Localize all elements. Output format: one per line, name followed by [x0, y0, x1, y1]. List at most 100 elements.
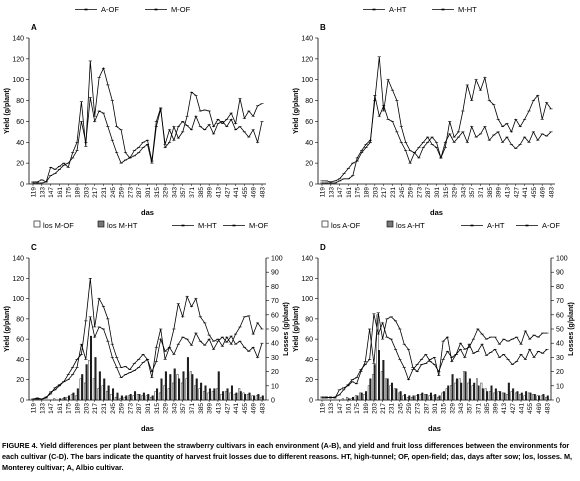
bar-los-m-of	[123, 396, 126, 401]
x-tick-label: 119	[320, 403, 327, 414]
x-tick-label: 357	[469, 187, 476, 198]
x-tick-label: 259	[119, 187, 126, 198]
y-tick-label: 140	[301, 256, 313, 263]
x-tick-label: 119	[320, 187, 327, 198]
bar-los-a-of	[497, 391, 500, 401]
bar-los-m-of	[75, 395, 78, 401]
legend-label: A-HT	[389, 5, 407, 14]
x-tick-label: 231	[389, 403, 396, 414]
x-tick-label: 203	[371, 403, 378, 414]
bar-los-m-ht	[76, 388, 79, 401]
y-axis-label-right: Losses (g/plant)	[283, 302, 290, 356]
bar-los-m-of	[101, 385, 104, 401]
bar-los-a-ht	[486, 391, 489, 401]
x-tick-label: 357	[180, 187, 187, 198]
bar-los-a-of	[523, 395, 526, 401]
y-tick-label-right: 20	[271, 369, 279, 376]
x-tick-label: 287	[136, 403, 143, 414]
y-tick-label-right: 80	[271, 284, 279, 291]
y-tick-label-right: 40	[271, 341, 279, 348]
legend: los A-OF los A-HT A-HT A-OF	[321, 220, 560, 230]
bar-los-m-of	[176, 374, 179, 401]
bar-los-m-ht	[164, 371, 167, 401]
bar-los-a-ht	[408, 395, 411, 401]
bar-los-m-ht	[107, 385, 110, 401]
bar-los-m-ht	[116, 392, 119, 401]
y-tick-label: 60	[16, 119, 24, 126]
caption-text: FIGURE 4. Yield differences per plant be…	[2, 441, 573, 472]
bar-los-m-of	[255, 395, 258, 401]
x-tick-label: 189	[364, 187, 371, 198]
bar-los-m-of	[251, 395, 254, 401]
x-tick-label: 287	[136, 187, 143, 198]
x-tick-label: 371	[189, 403, 196, 414]
y-tick-label-right: 20	[556, 369, 564, 376]
bar-los-m-of	[224, 391, 227, 401]
bar-los-a-of	[501, 392, 504, 401]
x-tick-label: 399	[496, 187, 503, 198]
bar-los-m-ht	[81, 374, 84, 401]
x-axis-label: das	[141, 424, 154, 433]
bar-los-a-ht	[464, 371, 467, 401]
bar-los-a-of	[510, 391, 513, 401]
bar-los-m-of	[158, 392, 161, 401]
bar-los-m-ht	[217, 371, 220, 401]
x-tick-label: 245	[110, 187, 117, 198]
bar-los-a-ht	[473, 382, 476, 401]
x-axis-label: das	[141, 208, 154, 217]
x-tick-label: 133	[39, 403, 46, 414]
bar-los-m-ht	[85, 364, 88, 401]
legend-label: los A-OF	[331, 221, 361, 230]
bar-los-m-of	[145, 395, 148, 401]
x-tick-label: 217	[380, 403, 387, 414]
bar-los-m-ht	[200, 382, 203, 401]
x-tick-label: 245	[110, 403, 117, 414]
bar-los-m-ht	[257, 394, 260, 401]
bar-los-a-ht	[529, 392, 532, 401]
bar-los-m-ht	[230, 385, 233, 401]
bar-los-a-ht	[412, 395, 415, 401]
x-tick-label: 483	[260, 187, 267, 198]
bar-los-m-of	[92, 378, 95, 401]
bar-los-m-of	[106, 391, 109, 401]
bar-los-a-of	[476, 378, 478, 401]
x-tick-label: 161	[345, 403, 352, 414]
y-tick-label: 100	[12, 296, 24, 303]
bar-los-m-of	[132, 395, 135, 401]
x-tick-label: 217	[92, 403, 99, 414]
bar-los-m-ht	[208, 388, 211, 401]
bar-los-a-of	[419, 394, 422, 401]
bar-los-m-of	[167, 388, 170, 401]
bar-los-a-ht	[378, 350, 380, 401]
bar-los-m-of	[180, 382, 183, 401]
y-tick-label: 0	[309, 398, 313, 405]
bar-los-m-of	[185, 378, 188, 401]
bar-los-m-of	[79, 378, 82, 401]
bar-los-m-of	[88, 360, 91, 401]
x-tick-label: 343	[171, 403, 178, 414]
bar-los-m-ht	[160, 378, 163, 401]
bar-los-a-ht	[455, 378, 458, 401]
series-line-m-ht	[322, 56, 552, 184]
bar-los-a-of	[389, 385, 392, 401]
x-tick-label: 119	[31, 403, 38, 414]
x-tick-label: 189	[75, 187, 82, 198]
bar-los-a-of	[514, 392, 517, 401]
y-tick-label: 100	[301, 77, 313, 84]
y-tick-label: 40	[305, 357, 313, 364]
bar-los-a-of	[441, 392, 444, 401]
bar-los-m-ht	[151, 395, 154, 401]
bar-los-m-ht	[68, 395, 71, 401]
y-tick-label: 40	[305, 140, 313, 147]
bar-los-a-of	[540, 395, 543, 401]
bar-los-m-ht	[112, 388, 115, 401]
bar-los-a-ht	[352, 396, 355, 401]
x-tick-label: 329	[449, 403, 456, 414]
bar-los-a-ht	[438, 395, 441, 401]
bar-los-m-of	[207, 392, 210, 401]
y-tick-label: 60	[305, 119, 313, 126]
bar-los-a-ht	[507, 382, 510, 401]
x-tick-label: 329	[163, 187, 170, 198]
bar-los-m-of	[84, 382, 87, 401]
